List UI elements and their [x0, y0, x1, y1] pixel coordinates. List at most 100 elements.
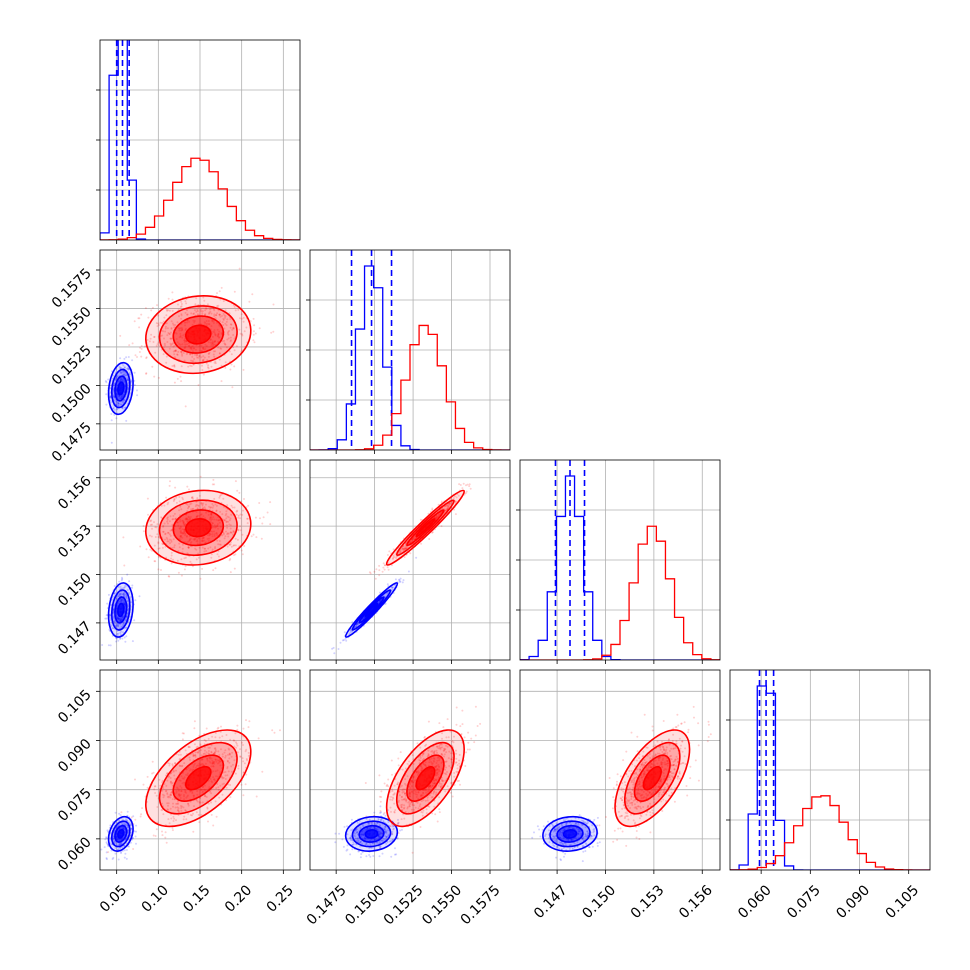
- red-sample-point: [392, 554, 395, 557]
- red-sample-point: [216, 727, 219, 730]
- blue-sample-point: [391, 831, 394, 833]
- red-sample-point: [173, 364, 176, 367]
- red-sample-point: [212, 824, 215, 827]
- blue-sample-point: [129, 841, 132, 844]
- red-sample-point: [193, 794, 195, 797]
- red-sample-point: [225, 346, 228, 349]
- red-sample-point: [411, 539, 414, 542]
- red-sample-point: [166, 341, 169, 343]
- blue-sample-point: [117, 632, 120, 635]
- red-sample-point: [465, 490, 468, 493]
- red-sample-point: [245, 758, 248, 760]
- red-sample-point: [164, 532, 167, 535]
- red-sample-point: [180, 790, 183, 793]
- red-sample-point: [200, 788, 203, 791]
- red-sample-point: [223, 339, 226, 342]
- red-sample-point: [146, 775, 149, 778]
- red-sample-point: [172, 820, 175, 822]
- red-sample-point: [208, 311, 211, 314]
- red-sample-point: [196, 764, 199, 767]
- red-sample-point: [245, 773, 248, 776]
- red-sample-point: [199, 308, 202, 311]
- blue-sample-point: [360, 834, 362, 836]
- y-tick-label: 0.1475: [49, 419, 95, 465]
- blue-sample-point: [106, 843, 109, 846]
- red-sample-point: [213, 752, 216, 755]
- red-sample-point: [175, 338, 178, 340]
- red-sample-point: [219, 760, 221, 763]
- red-sample-point: [185, 340, 188, 343]
- red-sample-point: [195, 548, 198, 551]
- blue-sample-point: [383, 834, 386, 837]
- blue-sample-point: [119, 838, 122, 841]
- blue-sample-point: [124, 618, 127, 621]
- blue-sample-point: [117, 401, 120, 404]
- blue-sample-point: [106, 842, 109, 845]
- blue-sample-point: [123, 611, 126, 614]
- red-sample-point: [211, 781, 214, 784]
- blue-sample-point: [122, 593, 124, 596]
- blue-sample-point: [373, 827, 376, 829]
- blue-sample-point: [376, 841, 379, 844]
- red-sample-point: [161, 542, 164, 545]
- red-sample-point: [175, 790, 178, 793]
- blue-sample-point: [112, 837, 115, 840]
- red-sample-point: [195, 353, 198, 356]
- red-sample-point: [218, 352, 221, 355]
- red-sample-point: [210, 312, 213, 315]
- red-sample-point: [205, 796, 208, 798]
- red-sample-point: [139, 545, 142, 548]
- blue-sample-point: [119, 379, 122, 382]
- red-sample-point: [216, 524, 219, 527]
- red-histogram: [310, 324, 510, 450]
- red-sample-point: [200, 813, 203, 816]
- red-sample-point: [201, 567, 204, 570]
- red-sample-point: [230, 323, 233, 326]
- red-sample-point: [225, 324, 228, 327]
- red-sample-point: [244, 783, 247, 786]
- red-sample-point: [191, 345, 194, 348]
- blue-contour: [364, 602, 379, 618]
- red-sample-point: [201, 507, 204, 510]
- blue-sample-point: [350, 630, 353, 633]
- blue-sample-point: [107, 830, 110, 833]
- blue-sample-point: [106, 829, 109, 832]
- red-sample-point: [180, 574, 183, 577]
- red-sample-point: [422, 752, 425, 755]
- red-sample-point: [241, 553, 244, 556]
- red-sample-point: [240, 783, 243, 786]
- red-sample-point: [402, 549, 405, 552]
- red-sample-point: [154, 526, 157, 529]
- blue-sample-point: [113, 383, 116, 386]
- blue-sample-point: [115, 417, 118, 420]
- red-sample-point: [224, 343, 227, 346]
- red-sample-point: [245, 326, 248, 329]
- red-sample-point: [177, 807, 180, 810]
- red-sample-point: [181, 805, 183, 808]
- red-sample-point: [134, 354, 137, 357]
- red-sample-point: [161, 830, 163, 833]
- red-sample-point: [184, 532, 187, 535]
- blue-sample-point: [118, 619, 121, 622]
- red-sample-point: [134, 818, 137, 821]
- blue-sample-point: [119, 371, 122, 374]
- red-sample-point: [202, 358, 205, 361]
- red-sample-point: [229, 318, 232, 320]
- red-sample-point: [173, 817, 176, 820]
- red-sample-point: [250, 535, 253, 538]
- red-sample-point: [215, 532, 218, 535]
- red-sample-point: [202, 296, 205, 299]
- red-sample-point: [244, 750, 247, 753]
- red-sample-point: [140, 813, 143, 816]
- red-sample-point: [242, 368, 245, 371]
- blue-sample-point: [123, 366, 126, 369]
- red-sample-point: [171, 365, 174, 367]
- red-sample-point: [386, 554, 389, 556]
- red-sample-point: [217, 726, 220, 729]
- red-sample-point: [448, 502, 451, 505]
- red-sample-point: [222, 519, 225, 522]
- blue-sample-point: [386, 841, 389, 844]
- red-sample-point: [237, 764, 240, 767]
- y-tick-label: 0.1550: [49, 304, 95, 350]
- red-sample-point: [212, 760, 215, 763]
